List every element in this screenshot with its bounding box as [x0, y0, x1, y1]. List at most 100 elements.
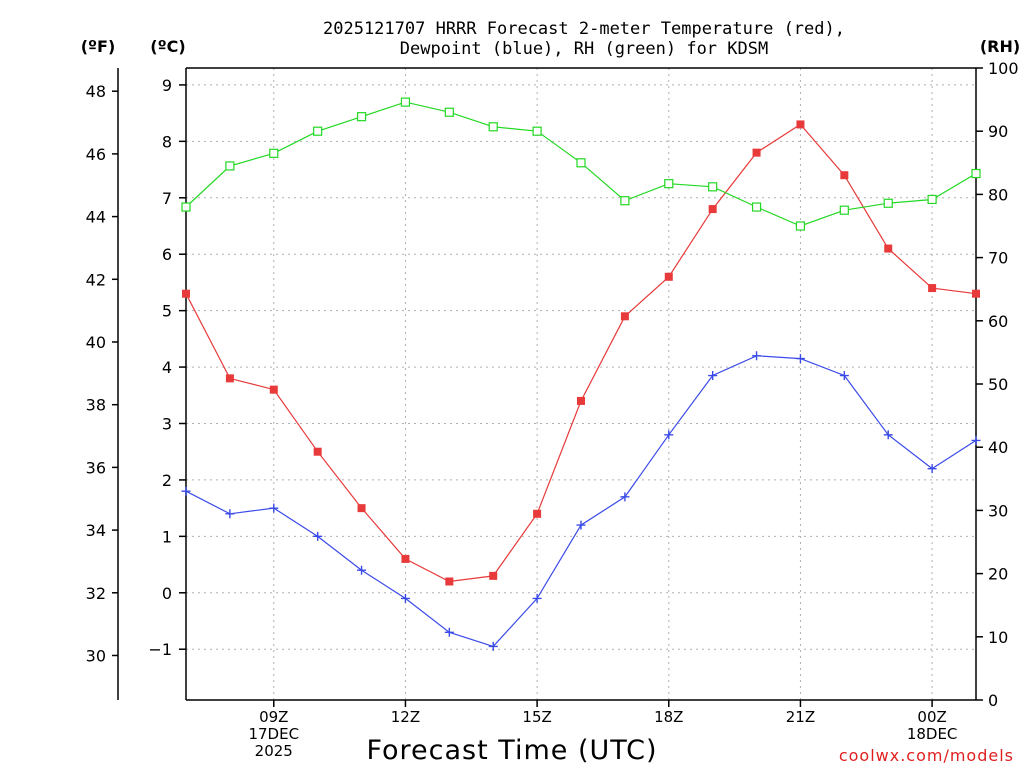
celsius-tick-label: 7	[162, 189, 172, 208]
fahrenheit-tick-label: 46	[86, 145, 106, 164]
relative-humidity-point	[751, 202, 762, 212]
relative-humidity-point	[708, 182, 718, 192]
relative-humidity-point	[971, 168, 981, 179]
celsius-tick-label: 6	[162, 245, 172, 264]
celsius-tick-label: 4	[162, 358, 172, 377]
time-tick-label: 00Z	[917, 708, 946, 726]
celsius-tick-label: 1	[162, 527, 172, 546]
relative-humidity-point	[488, 122, 498, 132]
temperature-line	[185, 123, 977, 583]
fahrenheit-tick-label: 40	[86, 333, 106, 352]
celsius-tick-label: 0	[162, 584, 172, 603]
dewpoint-point	[795, 354, 805, 364]
celsius-unit-label: (ºC)	[150, 37, 185, 56]
dewpoint-point	[181, 486, 191, 496]
time-tick-label: 18Z	[654, 708, 683, 726]
rh-tick-label: 100	[988, 59, 1019, 78]
fahrenheit-tick-label: 42	[86, 270, 106, 289]
dewpoint-point	[752, 351, 762, 361]
time-tick-label: 12Z	[391, 708, 420, 726]
celsius-tick-label: 2	[162, 471, 172, 490]
dewpoint-point	[357, 565, 367, 575]
dewpoint-point	[664, 430, 674, 440]
time-tick-label: 21Z	[786, 708, 815, 726]
dewpoint-point	[313, 531, 323, 541]
dewpoint-point	[225, 509, 235, 519]
temperature-point	[445, 577, 454, 586]
temperature-point	[577, 396, 585, 405]
temperature-point	[840, 171, 849, 180]
relative-humidity-point	[313, 126, 323, 136]
rh-tick-label: 10	[988, 628, 1008, 647]
rh-unit-label: (RH)	[980, 37, 1020, 56]
temperature-point	[928, 284, 937, 293]
celsius-tick-label: 8	[162, 132, 172, 151]
relative-humidity-point	[181, 202, 191, 212]
fahrenheit-tick-label: 30	[86, 646, 106, 665]
temperature-point	[972, 289, 980, 298]
fahrenheit-tick-label: 44	[86, 208, 106, 227]
time-tick-label: 18DEC	[907, 725, 958, 743]
temperature-point	[182, 289, 190, 298]
fahrenheit-tick-label: 32	[86, 584, 106, 603]
relative-humidity-point	[927, 194, 937, 205]
dewpoint-point	[620, 492, 630, 502]
rh-tick-label: 70	[988, 249, 1008, 268]
fahrenheit-unit-label: (ºF)	[81, 37, 116, 56]
relative-humidity-point	[664, 179, 674, 189]
relative-humidity-point	[532, 126, 542, 136]
celsius-tick-label: 5	[162, 302, 172, 321]
relative-humidity-point	[576, 158, 586, 168]
temperature-point	[752, 148, 761, 157]
temperature-point	[708, 205, 717, 214]
relative-humidity-point	[795, 221, 806, 231]
relative-humidity-point	[620, 196, 630, 206]
temperature-point	[533, 509, 542, 518]
time-tick-label: 2025	[255, 742, 293, 760]
temperature-point	[313, 447, 322, 456]
rh-tick-label: 20	[988, 565, 1008, 584]
rh-tick-label: 90	[988, 122, 1008, 141]
relative-humidity-point	[269, 148, 279, 158]
dewpoint-point	[971, 435, 981, 445]
time-tick-label: 09Z	[259, 708, 288, 726]
chart-title-line-1: 2025121707 HRRR Forecast 2-meter Tempera…	[323, 19, 845, 39]
axes-layer: −101234567893032343638404244464801020304…	[86, 59, 1019, 760]
fahrenheit-tick-label: 48	[86, 82, 106, 101]
dewpoint-point	[532, 593, 542, 603]
rh-tick-label: 60	[988, 312, 1008, 331]
dewpoint-point	[444, 627, 454, 637]
time-tick-label: 17DEC	[248, 725, 299, 743]
fahrenheit-tick-label: 36	[86, 458, 106, 477]
fahrenheit-tick-label: 34	[86, 521, 106, 540]
temperature-point	[489, 571, 498, 580]
temperature-point	[664, 272, 673, 281]
rh-tick-label: 0	[988, 691, 998, 710]
rh-tick-label: 50	[988, 375, 1008, 394]
temperature-point	[401, 554, 410, 563]
credit-text: coolwx.com/models	[839, 746, 1014, 765]
rh-tick-label: 30	[988, 501, 1008, 520]
dewpoint-point	[269, 503, 279, 513]
temperature-point	[796, 120, 805, 129]
relative-humidity-point	[883, 198, 893, 208]
x-axis-title: Forecast Time (UTC)	[366, 735, 657, 766]
temperature-point	[357, 504, 366, 513]
rh-tick-label: 80	[988, 185, 1008, 204]
relative-humidity-point	[839, 205, 849, 215]
rh-tick-label: 40	[988, 438, 1008, 457]
temperature-point	[269, 385, 278, 394]
dewpoint-point	[927, 464, 937, 474]
relative-humidity-point	[225, 161, 235, 171]
celsius-tick-label: 3	[162, 415, 172, 434]
dewpoint-point	[883, 430, 893, 440]
dewpoint-point	[839, 371, 849, 381]
temperature-point	[225, 374, 234, 383]
celsius-tick-label: −1	[148, 640, 172, 659]
dewpoint-point	[576, 520, 586, 530]
celsius-tick-label: 9	[162, 76, 172, 95]
relative-humidity-point	[444, 107, 454, 117]
dewpoint-point	[488, 641, 498, 651]
time-tick-label: 15Z	[522, 708, 551, 726]
